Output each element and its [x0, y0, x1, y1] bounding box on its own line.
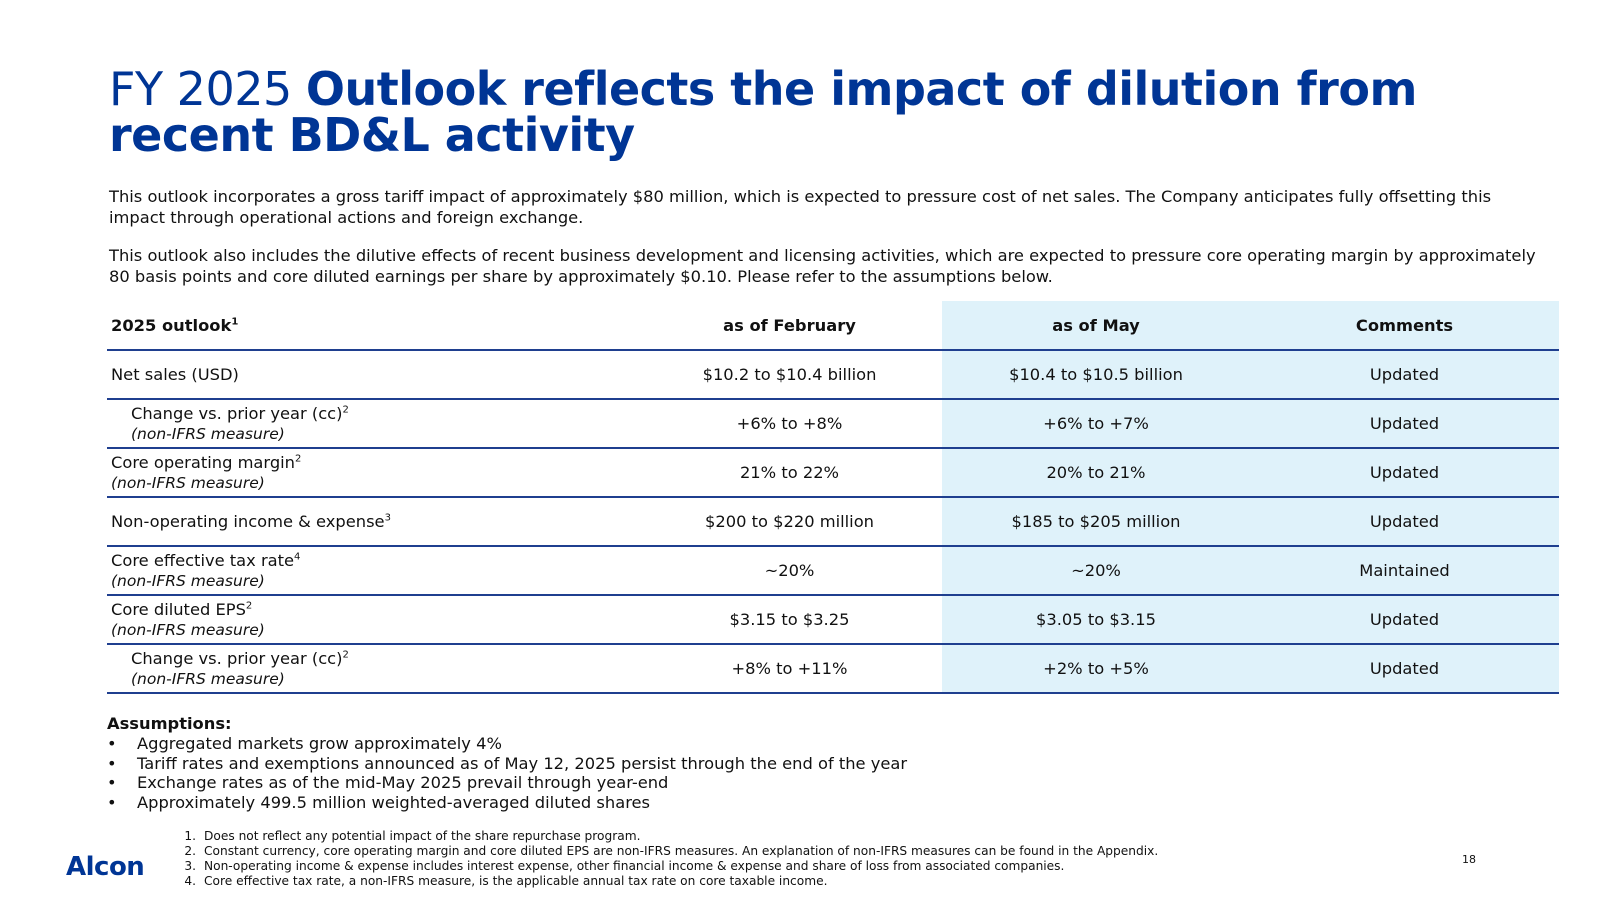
header-comments: Comments — [1355, 315, 1454, 335]
footnote: 4. Core effective tax rate, a non-IFRS me… — [184, 874, 828, 888]
slide-title: FY 2025 Outlook reflects the impact of d… — [109, 66, 1529, 158]
table-row: Change vs. prior year (cc)2 (non-IFRS mea… — [107, 645, 1559, 694]
list-item: • Approximately 499.5 million weighted-av… — [107, 792, 651, 812]
row-label: Core operating margin2 (non-IFRS measure) — [111, 452, 302, 492]
row-february-value: $200 to $220 million — [705, 512, 874, 531]
row-february-value: 21% to 22% — [739, 463, 840, 482]
row-february-value: $3.15 to $3.25 — [729, 610, 850, 629]
row-comment: Updated — [1369, 610, 1440, 629]
table-row: Net sales (USD) $10.2 to $10.4 billion $… — [107, 351, 1559, 400]
row-comment: Updated — [1369, 463, 1440, 482]
row-may-value: $185 to $205 million — [1011, 512, 1181, 531]
row-may-value: +6% to +7% — [1043, 414, 1149, 433]
row-february-value: $10.2 to $10.4 billion — [702, 365, 877, 384]
row-comment: Updated — [1369, 659, 1440, 678]
assumptions-title: Assumptions: — [107, 714, 232, 733]
table-row: Change vs. prior year (cc)2 (non-IFRS mea… — [107, 400, 1559, 449]
table-row: Non-operating income & expense3 $200 to … — [107, 498, 1559, 547]
row-february-value: +6% to +8% — [736, 414, 843, 433]
intro-paragraph-tariff: This outlook incorporates a gross tariff… — [109, 187, 1492, 227]
header-february: as of February — [723, 315, 856, 335]
alcon-logo: Alcon — [66, 852, 145, 882]
assumptions-section: Assumptions: • Aggregated markets grow ap… — [107, 714, 1007, 812]
header-may: as of May — [1052, 315, 1140, 335]
row-february-value: +8% to +11% — [731, 659, 848, 678]
footnotes: 1. Does not reflect any potential impact … — [180, 829, 1380, 889]
title-light-part: FY 2025 — [109, 62, 306, 116]
list-item: • Tariff rates and exemptions announced a… — [107, 753, 908, 773]
row-label: Change vs. prior year (cc)2 (non-IFRS mea… — [131, 403, 349, 443]
row-label: Non-operating income & expense3 — [111, 511, 391, 531]
row-comment: Updated — [1369, 365, 1440, 384]
table-row: Core operating margin2 (non-IFRS measure)… — [107, 449, 1559, 498]
row-may-value: $3.05 to $3.15 — [1036, 610, 1156, 629]
header-outlook: 2025 outlook1 — [111, 315, 239, 335]
row-label: Change vs. prior year (cc)2 (non-IFRS mea… — [131, 648, 349, 688]
footnote: 3. Non-operating income & expense include… — [184, 859, 1065, 873]
row-label: Net sales (USD) — [111, 364, 239, 384]
table-row: Core effective tax rate4 (non-IFRS measur… — [107, 547, 1559, 596]
row-may-value: +2% to +5% — [1043, 659, 1149, 678]
row-comment: Maintained — [1359, 561, 1450, 580]
row-may-value: ~20% — [1071, 561, 1121, 580]
outlook-table: 2025 outlook1 as of February as of May C… — [107, 301, 1559, 694]
intro-paragraph-dilution: This outlook also includes the dilutive … — [109, 246, 1536, 286]
list-item: • Exchange rates as of the mid-May 2025 p… — [107, 773, 669, 792]
table-header-row: 2025 outlook1 as of February as of May C… — [107, 301, 1559, 351]
row-february-value: ~20% — [764, 561, 815, 580]
footnote: 1. Does not reflect any potential impact … — [184, 829, 641, 843]
assumptions-list: • Aggregated markets grow approximately 4… — [107, 734, 1007, 812]
row-may-value: 20% to 21% — [1046, 463, 1146, 482]
row-may-value: $10.4 to $10.5 billion — [1009, 365, 1183, 384]
row-label: Core diluted EPS2 (non-IFRS measure) — [111, 599, 265, 639]
row-label: Core effective tax rate4 (non-IFRS measur… — [111, 550, 301, 590]
list-item: • Aggregated markets grow approximately 4… — [107, 734, 502, 753]
table-row: Core diluted EPS2 (non-IFRS measure) $3.1… — [107, 596, 1559, 645]
title-bold-part: Outlook reflects the impact of dilution … — [109, 62, 1417, 162]
page-number: 18 — [1462, 853, 1476, 866]
row-comment: Updated — [1369, 414, 1440, 433]
row-comment: Updated — [1369, 512, 1440, 531]
footnote: 2. Constant currency, core operating marg… — [184, 844, 1159, 858]
